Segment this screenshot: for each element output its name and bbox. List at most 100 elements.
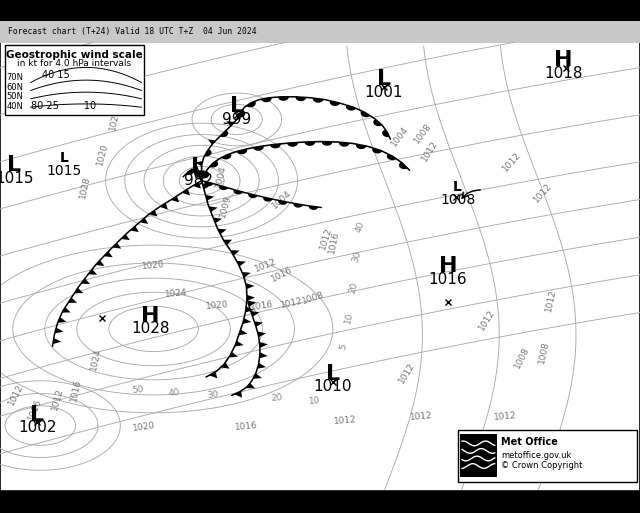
Text: 1012: 1012 [494,410,517,422]
Polygon shape [253,373,262,379]
Polygon shape [247,295,255,301]
Text: in kt for 4.0 hPa intervals: in kt for 4.0 hPa intervals [17,59,132,68]
Text: H: H [141,306,159,326]
Text: 999: 999 [222,112,252,127]
Polygon shape [305,142,316,146]
Text: L: L [230,96,244,116]
Text: L: L [377,69,391,89]
Polygon shape [387,154,397,160]
Polygon shape [149,210,157,216]
Text: Forecast chart (T+24) Valid 18 UTC T+Z  04 Jun 2024: Forecast chart (T+24) Valid 18 UTC T+Z 0… [8,27,256,36]
Polygon shape [195,161,203,166]
Text: 1012: 1012 [279,297,303,310]
Polygon shape [259,342,268,348]
Text: 1008: 1008 [513,345,531,369]
Text: 10: 10 [343,311,355,325]
Text: 1012: 1012 [334,416,357,426]
Text: 1016: 1016 [234,421,259,432]
Polygon shape [58,317,67,323]
Polygon shape [242,272,251,278]
Text: 30: 30 [350,250,363,264]
Text: 1016: 1016 [269,265,294,284]
Text: 1020: 1020 [206,300,229,311]
Polygon shape [209,206,218,212]
Text: 1012: 1012 [7,383,25,407]
Text: 1012: 1012 [253,257,278,274]
Polygon shape [209,161,218,168]
Polygon shape [205,195,214,201]
Polygon shape [194,170,200,177]
Text: 1012: 1012 [420,140,440,164]
Text: 982: 982 [184,173,213,188]
Polygon shape [356,144,367,149]
Bar [0,21,640,43]
Text: 1012: 1012 [477,307,496,331]
Polygon shape [140,218,148,224]
Polygon shape [68,298,77,303]
Text: 1012: 1012 [319,226,334,251]
Polygon shape [308,206,318,210]
Text: 40N: 40N [6,102,23,111]
Text: 50: 50 [131,385,144,395]
Text: 1008: 1008 [301,290,326,306]
Bar [5,45,144,115]
Text: 1012: 1012 [410,410,433,422]
Polygon shape [322,142,333,146]
Polygon shape [171,196,179,203]
Polygon shape [220,130,228,137]
Text: 1020: 1020 [95,143,109,167]
Polygon shape [399,162,408,169]
Polygon shape [81,279,90,284]
Text: 80 25        10: 80 25 10 [31,101,96,111]
Text: 1012: 1012 [532,181,554,204]
Polygon shape [246,283,255,289]
Text: Geostrophic wind scale: Geostrophic wind scale [6,50,143,60]
Text: 1012: 1012 [51,387,65,412]
Text: 1008: 1008 [537,340,551,365]
Polygon shape [237,261,246,266]
Text: 1015: 1015 [46,164,82,178]
Polygon shape [248,193,258,198]
Polygon shape [254,321,263,327]
Polygon shape [202,184,211,189]
Polygon shape [373,119,382,126]
Polygon shape [239,329,248,335]
Text: 1020: 1020 [132,421,156,432]
Polygon shape [261,97,271,102]
Polygon shape [95,260,104,266]
Text: 30: 30 [206,390,219,400]
Polygon shape [61,307,71,312]
Polygon shape [296,97,307,101]
Polygon shape [218,229,227,234]
Text: H: H [439,256,457,277]
Text: 20: 20 [348,281,359,295]
Polygon shape [246,101,256,107]
Polygon shape [74,288,83,293]
Polygon shape [278,97,289,101]
Polygon shape [227,121,234,126]
Text: © Crown Copyright: © Crown Copyright [501,461,582,470]
Polygon shape [88,269,97,275]
Polygon shape [234,391,242,398]
Text: 50N: 50N [6,92,23,101]
Text: 1012: 1012 [397,361,417,385]
Text: 1016: 1016 [327,230,341,254]
Polygon shape [193,182,201,189]
Text: 1015: 1015 [0,171,33,186]
Polygon shape [221,153,231,160]
Text: L: L [60,151,68,165]
Polygon shape [287,143,298,147]
Bar [458,430,637,482]
Bar [460,434,497,477]
Polygon shape [257,331,266,337]
Polygon shape [330,101,340,106]
Polygon shape [202,171,207,179]
Text: 1012: 1012 [501,150,523,173]
Text: L: L [191,157,205,177]
Polygon shape [230,250,239,255]
Polygon shape [293,203,303,208]
Polygon shape [251,311,259,317]
Text: 40 15: 40 15 [42,70,70,80]
Polygon shape [238,110,245,117]
Polygon shape [270,144,281,148]
